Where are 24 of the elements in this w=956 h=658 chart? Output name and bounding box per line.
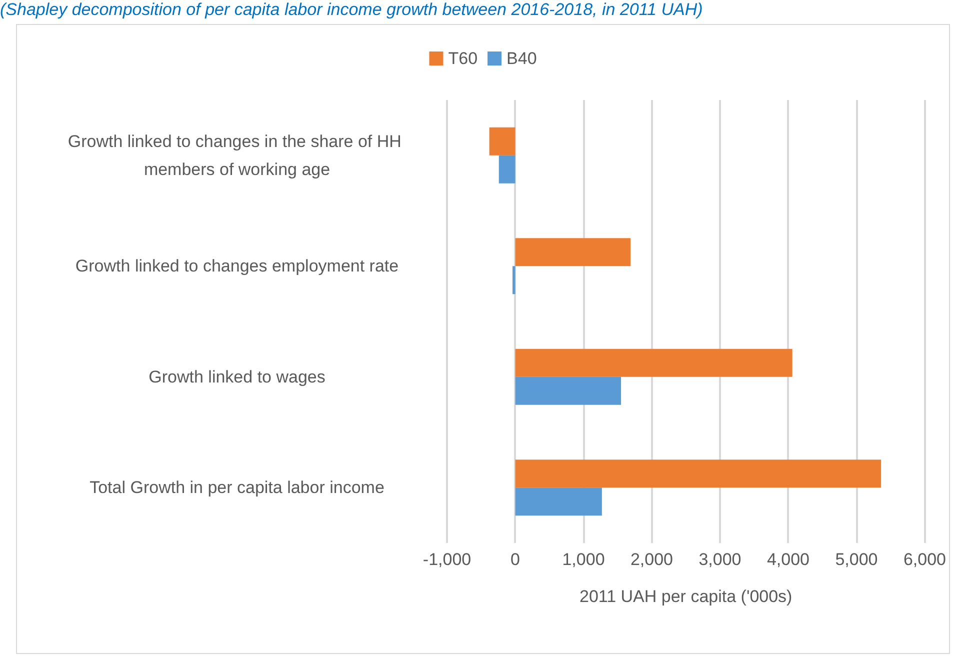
- legend-label: B40: [506, 49, 537, 68]
- bar: [515, 238, 631, 266]
- y-tick-label: Growth linked to changes employment rate: [75, 256, 399, 276]
- bar: [489, 127, 516, 156]
- y-tick-label: Growth linked to changes in the share of HH members of working age: [68, 132, 406, 179]
- x-tick-label: 4,000: [766, 550, 810, 569]
- legend-label: T60: [448, 49, 478, 68]
- bar: [515, 460, 882, 488]
- bar: [515, 488, 602, 516]
- bar: [515, 348, 792, 377]
- bar: [498, 155, 516, 184]
- x-tick-label: 5,000: [835, 550, 878, 569]
- chart-title: (Shapley decomposition of per capita labor income growth between 2016-2018, in 2011 UAH): [0, 0, 704, 20]
- x-tick-label: 1,000: [562, 550, 605, 569]
- x-tick-label: 0: [510, 550, 520, 569]
- x-tick-label: -1,000: [422, 550, 472, 569]
- y-tick-label: Total Growth in per capita labor income: [90, 478, 384, 498]
- y-tick-label: Growth linked to wages: [148, 367, 326, 386]
- bar: [515, 376, 622, 405]
- x-tick-label: 3,000: [698, 550, 742, 569]
- x-tick-label: 2,000: [630, 550, 674, 569]
- bar: [512, 266, 516, 294]
- x-axis-title: 2011 UAH per capita ('000s): [580, 587, 792, 606]
- x-tick-label: 6,000: [903, 550, 946, 569]
